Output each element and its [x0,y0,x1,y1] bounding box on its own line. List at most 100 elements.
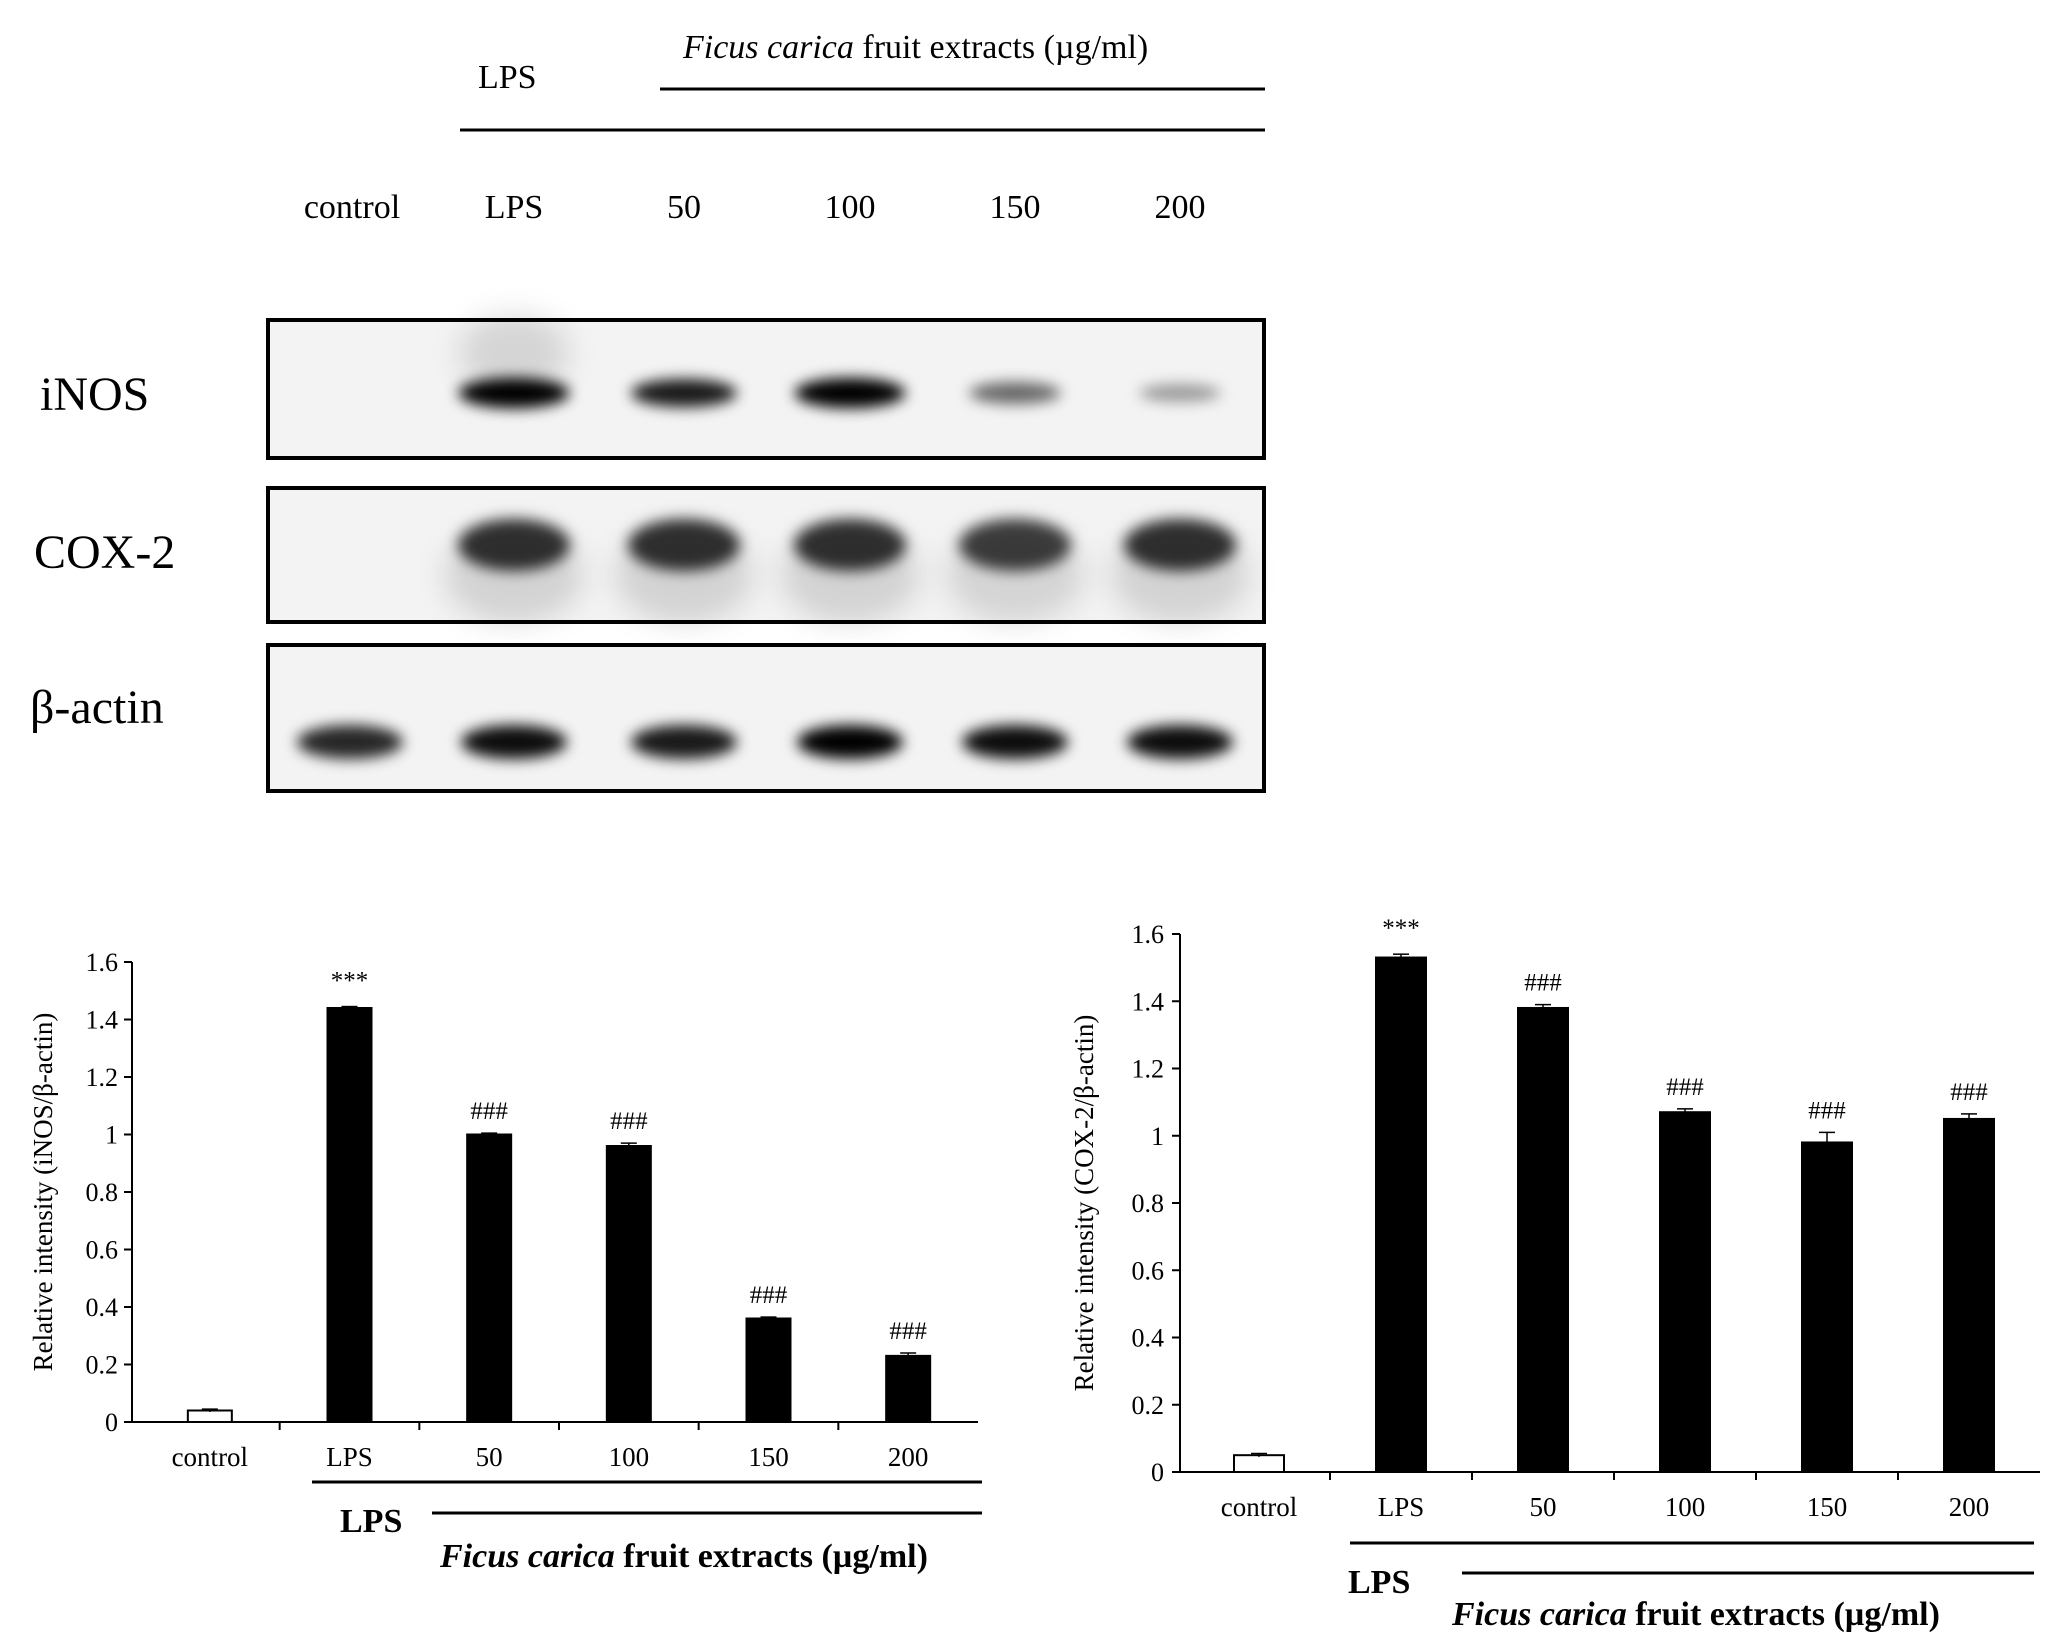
y-tick-label: 0.6 [86,1236,119,1265]
blot-band [959,519,1071,571]
category-label: control [1221,1492,1297,1522]
y-tick-label: 1 [105,1121,118,1150]
blot-label: iNOS [40,368,149,421]
blot-band [794,377,906,409]
blot-band [962,725,1068,759]
blot-band [461,725,567,759]
y-tick-label: 0.4 [1132,1324,1165,1353]
blot-lane-label: 100 [825,189,876,226]
category-label: 200 [1949,1492,1990,1522]
chart-cox2-ylabel: Relative intensity (COX-2/β-actin) [1069,1015,1099,1392]
significance-label: ### [610,1108,648,1135]
bar [1375,956,1427,1473]
bar [326,1007,373,1423]
y-tick-label: 1.6 [1132,920,1165,949]
blot-header: LPS Ficus carica fruit extracts (µg/ml) [460,29,1265,132]
bar [1233,1454,1285,1473]
blot-band [797,725,903,759]
y-tick-label: 0 [1151,1458,1164,1487]
blot-header-extract: Ficus carica fruit extracts (µg/ml) [682,29,1148,66]
significance-label: *** [1382,915,1420,942]
blot-band [631,725,737,759]
y-tick-label: 1.4 [1132,987,1165,1016]
y-tick-label: 1.4 [86,1006,119,1035]
blot-band [628,519,740,571]
blot-band [1124,519,1236,571]
blot-band [1139,384,1221,402]
blot-lane-label: 50 [667,189,701,226]
bar [1801,1141,1853,1473]
blot-panel [266,643,1266,793]
category-label: 150 [1807,1492,1848,1522]
blot-header-lps: LPS [478,59,537,96]
blot-lane-label: LPS [485,189,544,226]
blot-protein-labels: iNOS COX-2 β-actin [30,368,175,734]
blot-lane-label: 150 [990,189,1041,226]
blot-band [1127,725,1233,759]
blot-band [297,725,403,759]
bar [745,1317,792,1423]
category-label: 200 [888,1442,929,1472]
significance-label: ### [1666,1074,1704,1101]
blot-band [630,378,738,408]
chart-inos-yticks: 0 0.2 0.4 0.6 0.8 1 1.2 1.4 1.6 [86,948,978,1437]
blot-panel [266,318,1266,460]
y-tick-label: 1.2 [1132,1055,1165,1084]
blot-band-smear [459,313,569,393]
category-label: control [172,1442,248,1472]
y-tick-label: 0.8 [86,1178,119,1207]
y-tick-label: 0 [105,1408,118,1437]
chart-inos-ylabel: Relative intensity (iNOS/β-actin) [28,1013,58,1372]
chart-inos: Relative intensity (iNOS/β-actin) 0 0.2 0.… [28,948,982,1575]
chart-inos-annotations: *** ### ### ### ### [331,968,928,1345]
significance-label: ### [470,1098,508,1125]
y-tick-label: 1.6 [86,948,119,977]
y-tick-label: 1 [1151,1122,1164,1151]
bar [885,1354,932,1423]
chart-inos-bars [186,1005,932,1423]
blot-lane-label: 200 [1155,189,1206,226]
bar [466,1133,513,1423]
y-tick-label: 0.6 [1132,1256,1165,1285]
blot-band [969,381,1061,405]
significance-label: ### [1950,1079,1988,1106]
chart-inos-treatment: LPS Ficus carica fruit extracts (µg/ml) [312,1480,982,1575]
chart-inos-categories: control LPS 50 100 150 200 [172,1442,929,1472]
significance-label: *** [331,968,369,995]
blot-panels [266,313,1266,793]
category-label: 50 [1530,1492,1557,1522]
chart-cox2: Relative intensity (COX-2/β-actin) 00.20… [1069,915,2040,1633]
y-tick-label: 1.2 [86,1063,119,1092]
significance-label: ### [750,1282,788,1309]
y-tick-label: 0.4 [86,1293,119,1322]
category-label: LPS [1378,1492,1425,1522]
chart-cox2-bars [1233,953,1995,1474]
significance-label: ### [889,1318,927,1345]
category-label: 100 [1665,1492,1706,1522]
blot-panel [266,486,1266,624]
category-label: 100 [609,1442,650,1472]
significance-label: ### [1524,970,1562,997]
blot-label: COX-2 [34,526,175,579]
chart-cox2-categories: control LPS 50 100 150 200 [1221,1492,1989,1522]
bar [1517,1006,1569,1473]
y-tick-label: 0.2 [1132,1391,1165,1420]
y-tick-label: 0.8 [1132,1189,1165,1218]
bar [1943,1117,1995,1473]
y-tick-label: 0.2 [86,1351,119,1380]
chart-cox2-treatment-extract: Ficus carica fruit extracts (µg/ml) [1451,1596,1940,1633]
bar [186,1409,233,1423]
chart-inos-treatment-lps: LPS [340,1503,402,1540]
category-label: LPS [326,1442,373,1472]
significance-label: ### [1808,1097,1846,1124]
blot-lane-labels: control LPS 50 100 150 200 [304,189,1206,226]
blot-label: β-actin [30,681,164,734]
blot-band [458,377,570,409]
chart-inos-treatment-extract: Ficus carica fruit extracts (µg/ml) [439,1538,928,1575]
blot-band [458,519,570,571]
category-label: 50 [476,1442,503,1472]
bar [605,1145,652,1423]
blot-lane-label: control [304,189,400,226]
chart-cox2-yticks: 0 0.2 0.4 0.6 0.8 1 1.2 1.4 1.6 [1132,920,2040,1487]
